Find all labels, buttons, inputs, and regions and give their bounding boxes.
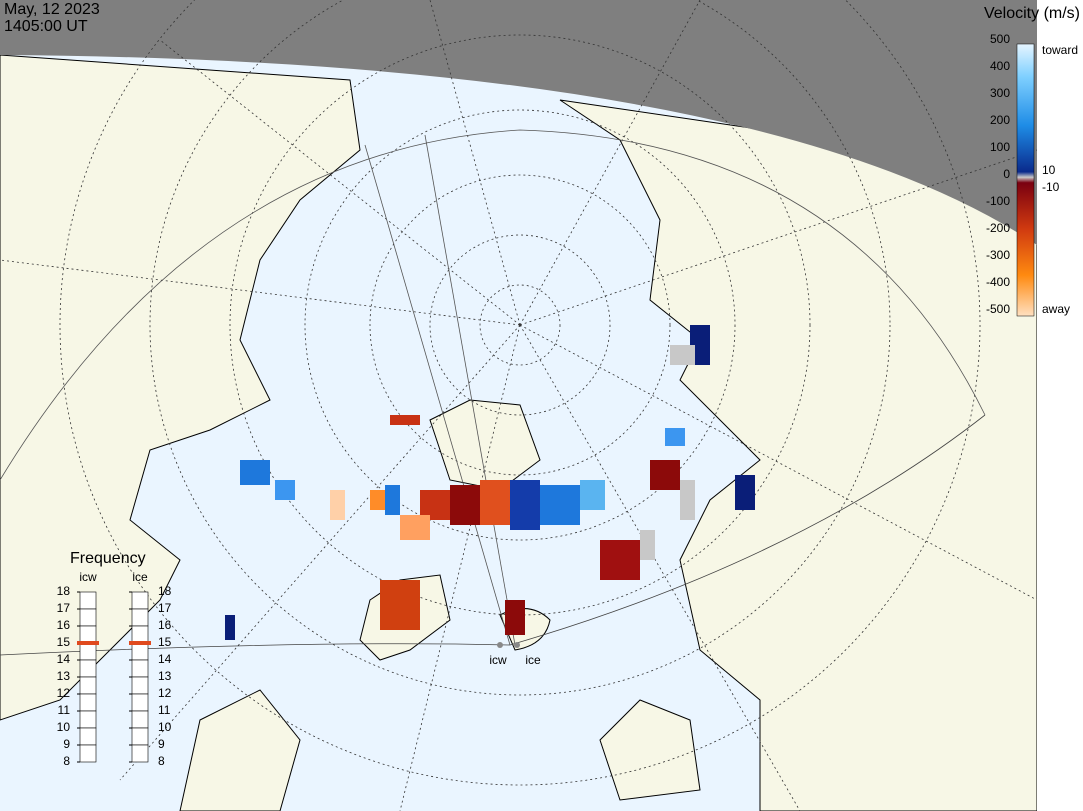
frequency-cell bbox=[79, 659, 97, 678]
frequency-tick-label: 18 bbox=[57, 584, 71, 598]
date: May, 12 2023 bbox=[4, 1, 100, 18]
colorbar bbox=[1016, 43, 1035, 317]
frequency-cell bbox=[131, 625, 149, 644]
frequency-tick-label: 15 bbox=[158, 635, 172, 649]
radar-echoes bbox=[225, 325, 755, 640]
colorbar-tick-label: 500 bbox=[990, 32, 1010, 46]
frequency-cell bbox=[79, 693, 97, 712]
frequency-tick-label: 17 bbox=[57, 601, 71, 615]
radar-site bbox=[514, 642, 520, 648]
frequency-tick-label: 16 bbox=[158, 618, 172, 632]
frequency-cell bbox=[131, 676, 149, 695]
colorbar-tick-label: 0 bbox=[1003, 167, 1010, 181]
frequency-tick-label: 11 bbox=[158, 703, 171, 717]
frequency-cell bbox=[79, 591, 97, 610]
frequency-cell bbox=[131, 727, 149, 746]
frequency-tick-label: 14 bbox=[158, 652, 172, 666]
frequency-cell bbox=[79, 676, 97, 695]
frequency-tick-label: 9 bbox=[158, 737, 165, 751]
frequency-tick-label: 15 bbox=[57, 635, 71, 649]
frequency-tick-label: 8 bbox=[63, 754, 70, 768]
frequency-cell bbox=[131, 693, 149, 712]
frequency-tick-label: 10 bbox=[158, 720, 172, 734]
radar-name: ice bbox=[132, 570, 148, 584]
frequency-tick-label: 11 bbox=[58, 703, 71, 717]
night-region bbox=[0, 0, 1037, 245]
frequency-cell bbox=[79, 642, 97, 661]
frequency-tick-label: 10 bbox=[57, 720, 71, 734]
frequency-tick-label: 14 bbox=[57, 652, 71, 666]
colorbar-tick-label: -200 bbox=[986, 221, 1010, 235]
land bbox=[429, 399, 541, 491]
frequency-tick-label: 16 bbox=[57, 618, 71, 632]
colorbar-tick-label: -500 bbox=[986, 302, 1010, 316]
colorbar-tick-label: 400 bbox=[990, 59, 1010, 73]
frequency-tick-label: 18 bbox=[158, 584, 172, 598]
colorbar-tick-label: 100 bbox=[990, 140, 1010, 154]
selected-frequency bbox=[77, 641, 99, 645]
frequency-tick-label: 8 bbox=[158, 754, 165, 768]
frequency-cell bbox=[131, 659, 149, 678]
station-label: ice bbox=[525, 653, 541, 667]
frequency-cell bbox=[131, 608, 149, 627]
radar-name: icw bbox=[79, 570, 97, 584]
time: 1405:00 UT bbox=[4, 18, 88, 35]
frequency-cell bbox=[79, 608, 97, 627]
colorbar-title: Velocity (m/s) bbox=[984, 5, 1080, 22]
frequency-tick-label: 17 bbox=[158, 601, 172, 615]
frequency-tick-label: 13 bbox=[158, 669, 172, 683]
frequency-cell bbox=[79, 727, 97, 746]
selected-frequency bbox=[129, 641, 151, 645]
colorbar-tick-label: -100 bbox=[986, 194, 1010, 208]
gate-label: 10 bbox=[1042, 163, 1056, 177]
frequency-cell bbox=[79, 625, 97, 644]
colorbar-tick-label: -300 bbox=[986, 248, 1010, 262]
frequency-cell bbox=[131, 591, 149, 610]
colorbar-tick-label: 200 bbox=[990, 113, 1010, 127]
radar-site bbox=[497, 642, 503, 648]
toward-label: toward bbox=[1042, 43, 1078, 57]
margin bbox=[1037, 0, 1083, 811]
frequency-cell bbox=[79, 744, 97, 763]
land bbox=[599, 699, 701, 801]
colorbar-tick-label: -400 bbox=[986, 275, 1010, 289]
frequency-tick-label: 13 bbox=[57, 669, 71, 683]
frequency-cell bbox=[79, 710, 97, 729]
away-label: away bbox=[1042, 302, 1070, 316]
colorbar-tick-label: 300 bbox=[990, 86, 1010, 100]
land bbox=[179, 689, 301, 811]
frequency-tick-label: 12 bbox=[158, 686, 172, 700]
station-label: icw bbox=[489, 653, 507, 667]
frequency-cell bbox=[131, 642, 149, 661]
gate-label: -10 bbox=[1042, 180, 1060, 194]
frequency-title: Frequency bbox=[70, 550, 146, 567]
frequency-cell bbox=[131, 710, 149, 729]
lat-lon-grid bbox=[0, 0, 1038, 811]
frequency-tick-label: 12 bbox=[57, 686, 71, 700]
frequency-cell bbox=[131, 744, 149, 763]
frequency-tick-label: 9 bbox=[63, 737, 70, 751]
